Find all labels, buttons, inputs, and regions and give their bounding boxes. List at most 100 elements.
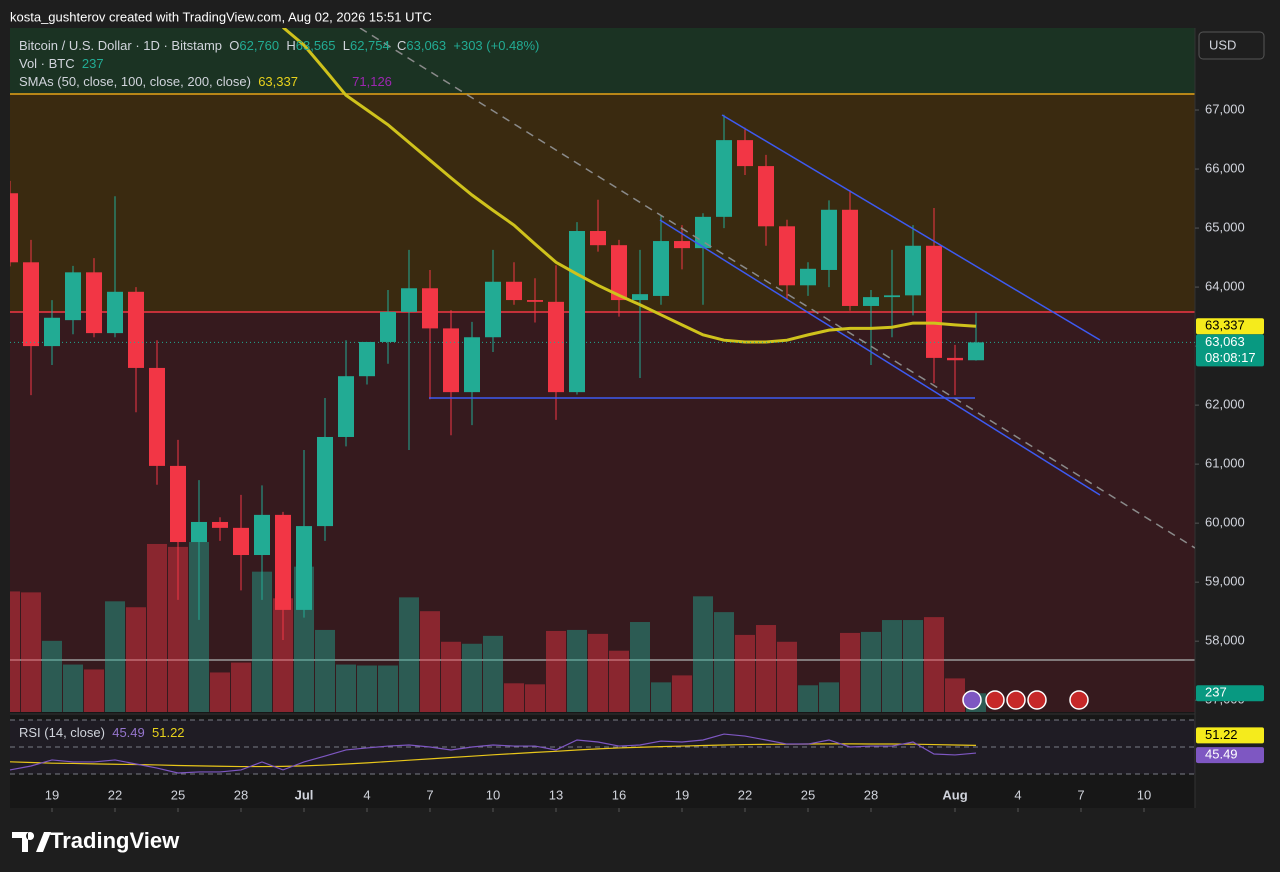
candle-body <box>905 245 921 296</box>
x-tick-label: 10 <box>486 787 500 802</box>
x-tick-label: 13 <box>549 787 563 802</box>
rsi-ma-value: 51.22 <box>152 725 185 740</box>
volume-bar <box>693 596 713 712</box>
candle-body <box>947 357 963 361</box>
candle-body <box>422 288 438 329</box>
event-icon[interactable] <box>962 690 982 710</box>
volume-bar <box>609 650 629 712</box>
vol-label: Vol · BTC <box>19 56 75 71</box>
y-tick-label: 58,000 <box>1205 633 1245 648</box>
x-tick-label: 7 <box>426 787 433 802</box>
sma-label: SMAs (50, close, 100, close, 200, close) <box>19 74 251 89</box>
y-tick-label: 64,000 <box>1205 279 1245 294</box>
x-tick-label: Jul <box>295 787 314 802</box>
volume-bar <box>189 542 209 712</box>
volume-bar <box>441 641 461 712</box>
candle-body <box>212 521 228 528</box>
volume-bar <box>420 611 440 712</box>
rsi-ma-label-box <box>1196 727 1264 744</box>
volume-bar <box>798 685 818 712</box>
volume-bar <box>210 672 230 712</box>
low: 62,754 <box>349 38 390 53</box>
x-tick-label: 4 <box>363 787 370 802</box>
y-tick-label: 65,000 <box>1205 220 1245 235</box>
rsi-pane <box>10 714 1195 808</box>
key: O <box>229 38 240 53</box>
candle-body <box>128 291 144 368</box>
legend-main: Bitcoin / U.S. Dollar · 1D · Bitstamp O6… <box>19 38 539 53</box>
volume-bar <box>168 546 188 712</box>
rsi-line <box>9 733 977 774</box>
key: C <box>396 38 407 53</box>
candle-body <box>968 342 984 361</box>
volume-bar <box>63 664 83 712</box>
candle-body <box>317 436 333 527</box>
rsi-label: RSI (14, close) <box>19 725 105 740</box>
volume-bar <box>714 612 734 712</box>
x-tick-label: 19 <box>45 787 59 802</box>
candle-body <box>65 272 81 321</box>
candle-body <box>191 521 207 543</box>
y-tick-label: 66,000 <box>1205 160 1245 175</box>
candle-body <box>590 231 606 246</box>
candle-body <box>779 226 795 286</box>
candle-body <box>170 465 186 543</box>
volume-label: 237 <box>1205 685 1227 700</box>
candle-body <box>86 272 102 334</box>
candle-body <box>149 367 165 466</box>
zone-green <box>10 28 1195 94</box>
x-tick-label: 28 <box>234 787 248 802</box>
currency-box[interactable] <box>1198 31 1265 60</box>
volume-bar <box>588 633 608 712</box>
event-icon[interactable] <box>985 690 1005 710</box>
volume-bar <box>483 635 503 712</box>
x-tick-label: 10 <box>1137 787 1151 802</box>
volume-bar <box>10 591 20 712</box>
candle-body <box>863 297 879 306</box>
rsi-value: 45.49 <box>112 725 145 740</box>
x-tick-label: 25 <box>171 787 185 802</box>
x-tick-label: 4 <box>1014 787 1021 802</box>
zone-orange <box>10 94 1195 312</box>
candle-body <box>338 376 354 437</box>
volume-bar <box>945 678 965 712</box>
rsi-ma-line <box>9 743 977 768</box>
candle-body <box>758 166 774 227</box>
last-price-label: 08:08:17 <box>1205 350 1256 365</box>
brand: TradingView <box>50 828 180 853</box>
y-tick-label: 61,000 <box>1205 456 1245 471</box>
plot <box>10 114 986 712</box>
candle-body <box>380 311 396 342</box>
volume-bar <box>546 630 566 712</box>
volume-bar <box>273 598 293 712</box>
trend-dashed <box>359 28 1195 549</box>
candle-body <box>926 245 942 358</box>
x-tick-label: 25 <box>801 787 815 802</box>
volume-bar <box>21 592 41 712</box>
event-icon[interactable] <box>1027 690 1047 710</box>
candle-body <box>233 527 249 556</box>
zone-red <box>10 312 1195 712</box>
volume-bar <box>315 629 335 712</box>
logo <box>12 832 51 852</box>
volume-bar <box>882 620 902 712</box>
rsi-ma-label: 51.22 <box>1205 727 1238 742</box>
high: 63,565 <box>295 38 336 53</box>
volume-bar <box>357 665 377 712</box>
volume-bar <box>840 632 860 712</box>
candle-body <box>464 337 480 393</box>
candle-body <box>401 288 417 312</box>
volume-bar <box>42 640 62 712</box>
event-icon[interactable] <box>1069 690 1089 710</box>
event-icon[interactable] <box>1006 690 1026 710</box>
volume-bar <box>924 617 944 712</box>
x-tick-label: 7 <box>1077 787 1084 802</box>
candle-body <box>632 294 648 301</box>
y-tick-label: 67,000 <box>1205 101 1245 116</box>
volume-bar <box>861 631 881 712</box>
legend-rsi: RSI (14, close) 45.49 51.22 <box>19 725 185 740</box>
candle-body <box>527 300 543 302</box>
candle-body <box>485 281 501 338</box>
volume-label-box <box>1196 685 1264 702</box>
